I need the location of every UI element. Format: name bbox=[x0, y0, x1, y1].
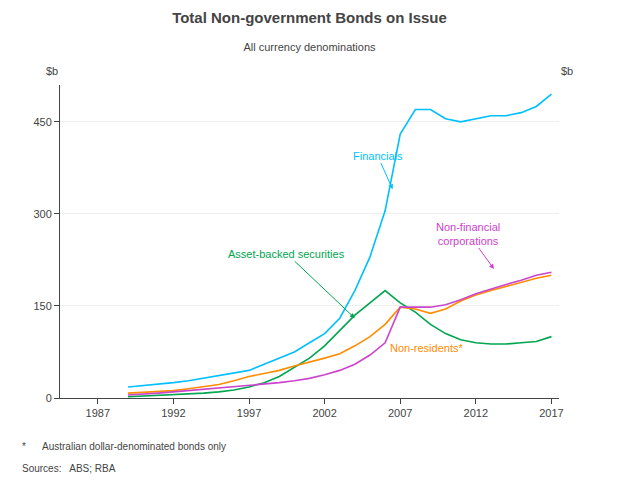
svg-text:2002: 2002 bbox=[312, 407, 336, 419]
svg-text:Sources: ABS; RBA: Sources: ABS; RBA bbox=[22, 463, 116, 474]
svg-text:1992: 1992 bbox=[161, 407, 185, 419]
svg-text:450: 450 bbox=[33, 116, 51, 128]
svg-text:2007: 2007 bbox=[388, 407, 412, 419]
svg-text:All currency denominations: All currency denominations bbox=[243, 41, 376, 53]
svg-text:$b: $b bbox=[561, 65, 573, 77]
svg-text:Total Non-government Bonds on: Total Non-government Bonds on Issue bbox=[172, 9, 447, 26]
svg-text:Financials: Financials bbox=[353, 150, 403, 162]
svg-text:Asset-backed securities: Asset-backed securities bbox=[228, 248, 345, 260]
svg-text:0: 0 bbox=[46, 392, 52, 404]
svg-text:Non-financialcorporations: Non-financialcorporations bbox=[436, 221, 500, 247]
svg-text:150: 150 bbox=[33, 300, 51, 312]
svg-text:Non-residents*: Non-residents* bbox=[390, 342, 463, 354]
svg-text:300: 300 bbox=[33, 208, 51, 220]
svg-text:$b: $b bbox=[46, 65, 58, 77]
svg-text:* Australian dollar-denom: * Australian dollar-denominated bonds on… bbox=[22, 441, 226, 452]
svg-text:1997: 1997 bbox=[237, 407, 261, 419]
svg-text:1987: 1987 bbox=[86, 407, 110, 419]
svg-text:2017: 2017 bbox=[539, 407, 563, 419]
svg-text:2012: 2012 bbox=[464, 407, 488, 419]
